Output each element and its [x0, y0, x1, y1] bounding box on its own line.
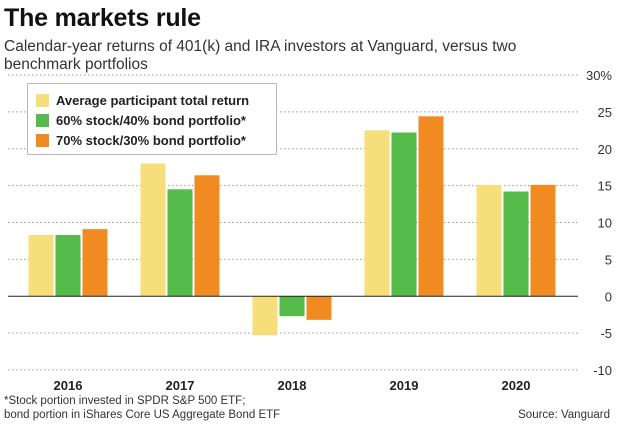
bar: [55, 235, 81, 297]
bar: [530, 184, 556, 297]
bar: [28, 235, 54, 297]
legend-swatch-60-40: [36, 113, 49, 127]
bar: [140, 163, 166, 297]
y-tick-label: 0: [605, 289, 612, 304]
bar: [252, 296, 278, 336]
legend-label-average: Average participant total return: [56, 92, 250, 108]
bar: [306, 296, 332, 320]
x-tick-label: 2019: [390, 378, 419, 393]
footnote-line-1: *Stock portion invested in SPDR S&P 500 …: [4, 395, 246, 407]
legend-label-60-40: 60% stock/40% bond portfolio*: [56, 112, 246, 128]
x-tick-label: 2020: [502, 378, 531, 393]
footnote-line-2: bond portion in iShares Core US Aggregat…: [4, 409, 281, 421]
bar: [418, 116, 444, 297]
legend-item-average: Average participant total return: [36, 90, 270, 110]
source-note: Source: Vanguard: [518, 409, 610, 421]
bar: [364, 130, 390, 297]
x-tick-label: 2018: [278, 378, 307, 393]
chart-title: The markets rule: [4, 4, 201, 32]
bar: [167, 189, 193, 297]
y-tick-label: 30%: [586, 68, 612, 83]
gridlines: [8, 74, 578, 371]
legend-swatch-average: [36, 93, 49, 107]
legend-label-70-30: 70% stock/30% bond portfolio*: [56, 132, 246, 148]
y-tick-label: 15: [598, 179, 612, 194]
legend-swatch-70-30: [36, 133, 49, 147]
bar: [82, 229, 108, 297]
bar: [476, 184, 502, 297]
chart-subtitle: Calendar-year returns of 401(k) and IRA …: [4, 38, 517, 73]
y-axis-ticks: 30% 25 20 15 10 5 0 -5 -10: [586, 68, 612, 378]
legend-item-60-40: 60% stock/40% bond portfolio*: [36, 110, 270, 130]
y-tick-label: -5: [600, 326, 612, 341]
y-tick-label: 25: [598, 105, 612, 120]
x-axis-categories: 2016 2017 2018 2019 2020: [54, 378, 531, 393]
y-tick-label: -10: [593, 363, 612, 378]
footnote: *Stock portion invested in SPDR S&P 500 …: [4, 394, 280, 422]
x-tick-label: 2016: [54, 378, 83, 393]
bar: [279, 296, 305, 317]
bars: [28, 116, 556, 336]
y-tick-label: 5: [605, 252, 612, 267]
legend: Average participant total return 60% sto…: [27, 83, 277, 155]
x-tick-label: 2017: [166, 378, 195, 393]
y-tick-label: 10: [598, 216, 612, 231]
bar: [391, 132, 417, 297]
bar: [194, 175, 220, 297]
y-tick-label: 20: [598, 142, 612, 157]
bar: [503, 191, 529, 297]
legend-item-70-30: 70% stock/30% bond portfolio*: [36, 130, 270, 150]
